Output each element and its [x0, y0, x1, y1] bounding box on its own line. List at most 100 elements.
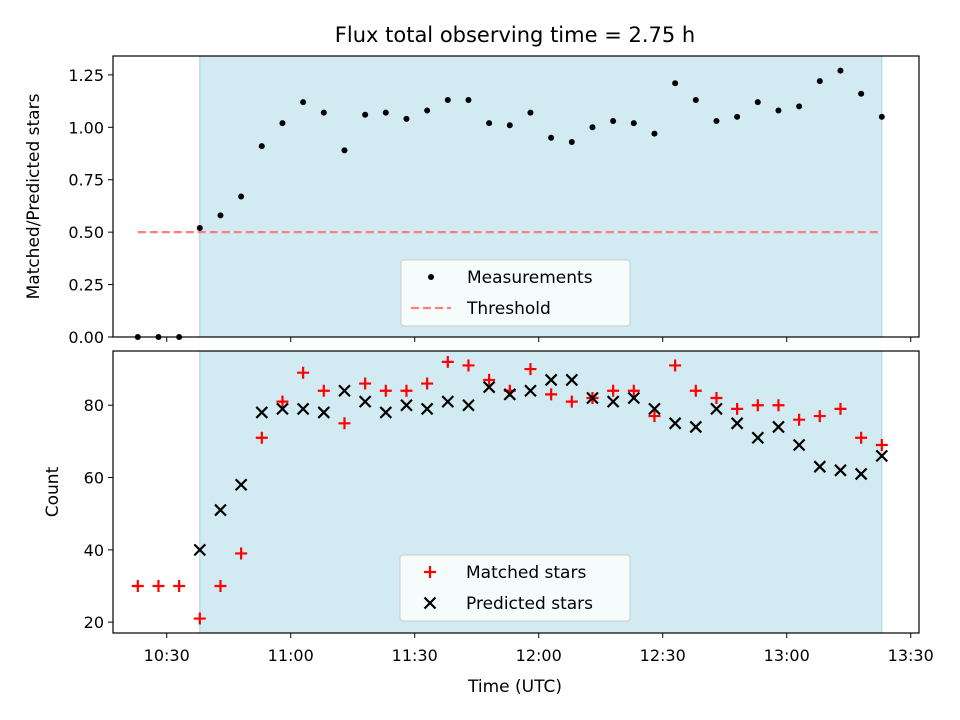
data-point — [320, 109, 327, 116]
data-point — [403, 115, 410, 122]
data-point — [731, 402, 744, 415]
data-point — [606, 395, 620, 408]
legend-label: Measurements — [467, 268, 593, 288]
data-point — [235, 547, 248, 560]
series-matched-stars — [131, 355, 888, 625]
data-point — [379, 406, 393, 419]
data-point — [689, 420, 703, 434]
x-tick-label: 11:00 — [268, 646, 314, 665]
data-point — [486, 120, 493, 127]
data-point — [672, 80, 679, 87]
data-point — [420, 402, 434, 416]
series-predicted-stars — [193, 373, 889, 557]
y-tick-label: 0.00 — [68, 328, 104, 347]
data-point — [196, 224, 203, 231]
data-point — [627, 384, 640, 397]
data-point — [193, 612, 206, 625]
y-tick-label: 60 — [84, 469, 104, 488]
data-point — [710, 392, 723, 404]
legend-label: Matched stars — [466, 563, 586, 583]
legend-marker — [424, 566, 436, 578]
data-point — [854, 467, 868, 481]
y-axis-label: Count — [43, 466, 63, 517]
data-point — [875, 439, 888, 451]
data-point — [734, 113, 741, 120]
data-point — [441, 395, 455, 408]
data-point — [689, 384, 702, 397]
x-tick-label: 12:00 — [516, 646, 562, 665]
data-point — [524, 384, 537, 398]
y-tick-label: 0.25 — [68, 276, 104, 295]
data-point — [775, 107, 782, 114]
data-point — [506, 122, 513, 129]
data-point — [482, 380, 496, 394]
axes-frame — [112, 350, 920, 634]
data-point — [255, 431, 268, 444]
data-point — [875, 449, 889, 463]
data-point — [713, 118, 720, 125]
y-axis-label: Matched/Predicted stars — [24, 93, 44, 299]
data-point — [730, 417, 744, 430]
data-point — [669, 359, 682, 372]
data-point — [214, 580, 227, 592]
data-point — [276, 395, 289, 408]
data-point — [710, 402, 723, 416]
data-point — [297, 366, 310, 379]
y-tick-label: 0.75 — [68, 171, 104, 190]
data-point — [300, 99, 307, 106]
legend-label: Threshold — [466, 299, 551, 319]
data-point — [772, 399, 785, 412]
data-point — [279, 120, 286, 127]
data-point — [648, 402, 661, 416]
y-tick-label: 1.25 — [68, 66, 104, 85]
data-point — [754, 99, 761, 106]
data-point — [813, 460, 827, 473]
data-point — [276, 402, 289, 416]
legend-marker — [428, 274, 434, 280]
data-point — [565, 395, 578, 408]
data-point — [338, 417, 351, 430]
data-point — [630, 120, 637, 127]
data-point — [792, 438, 806, 452]
data-point — [382, 109, 389, 116]
y-tick-label: 20 — [84, 613, 104, 632]
data-point — [837, 67, 844, 74]
data-point — [362, 111, 369, 118]
data-point — [359, 377, 372, 390]
data-point — [173, 580, 186, 592]
data-point — [692, 97, 699, 104]
legend-box — [400, 259, 631, 327]
data-point — [238, 193, 245, 200]
x-tick-label: 12:30 — [640, 646, 686, 665]
x-tick-label: 13:00 — [764, 646, 810, 665]
data-point — [483, 373, 496, 386]
data-point — [400, 398, 413, 412]
data-point — [668, 417, 682, 430]
legend: Matched stars Predicted stars — [399, 554, 631, 622]
data-point — [338, 384, 351, 398]
data-point — [565, 373, 579, 387]
x-tick-label: 10:30 — [144, 646, 190, 665]
legend-label: Predicted stars — [466, 594, 593, 614]
top-panel-matched-predicted-ratio: 0.00 0.25 0.50 0.75 1.00 1.25 Matched/Predicte… — [24, 55, 920, 347]
data-point — [816, 78, 823, 85]
legend-box — [399, 554, 631, 622]
data-point — [444, 97, 451, 104]
data-point — [651, 130, 658, 137]
data-point — [751, 431, 765, 445]
legend-marker — [423, 596, 437, 610]
y-tick-label: 80 — [84, 396, 104, 415]
data-point — [627, 391, 641, 405]
data-point — [524, 363, 537, 376]
y-tick-label: 40 — [84, 541, 104, 560]
data-point — [400, 384, 413, 397]
data-point — [772, 420, 785, 434]
data-point — [317, 406, 331, 419]
data-point — [855, 431, 868, 444]
data-point — [793, 413, 806, 426]
axes-frame — [112, 55, 920, 338]
data-point — [834, 402, 847, 415]
data-point — [379, 384, 392, 397]
data-point — [424, 107, 431, 114]
